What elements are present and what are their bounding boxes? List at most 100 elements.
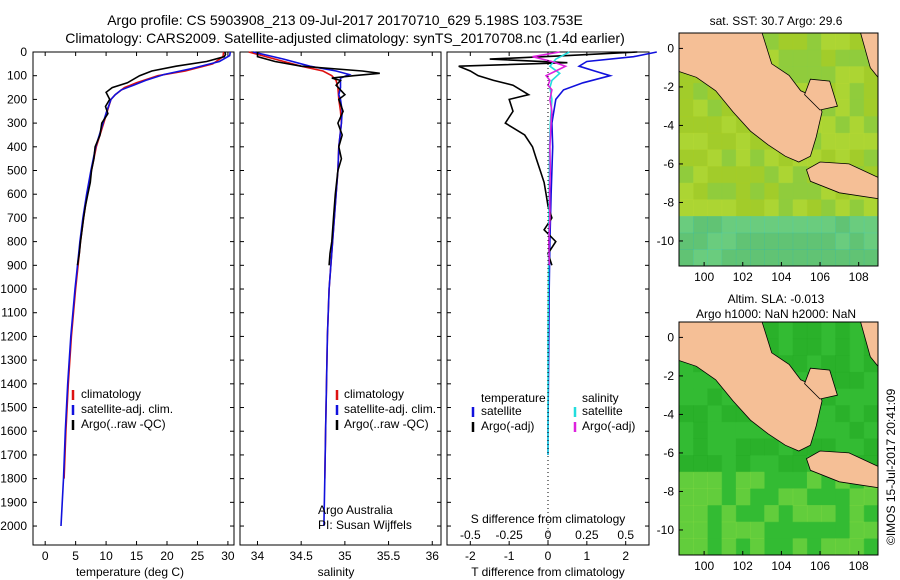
heatmap-cell <box>778 338 794 356</box>
s-tick-label: 0.5 <box>617 528 634 542</box>
x-tick-label: 108 <box>849 270 869 284</box>
heatmap-cell <box>764 455 779 473</box>
heatmap-cell <box>792 471 808 489</box>
heatmap-cell <box>693 149 708 167</box>
heatmap-cell <box>821 355 836 373</box>
heatmap-cell <box>693 216 708 234</box>
legend-label: Argo(..raw -QC) <box>81 417 166 431</box>
y-tick-label: 1800 <box>0 472 27 486</box>
legend-label: Argo(-adj) <box>481 419 534 433</box>
heatmap-cell <box>849 132 865 150</box>
y-tick-label: -4 <box>663 407 674 421</box>
s-tick-label: 0.25 <box>575 528 599 542</box>
land-sumatra <box>678 321 823 452</box>
series-line-argo-raw-qc- <box>256 52 380 266</box>
x-tick-label: -1 <box>504 549 515 563</box>
heatmap-cell <box>721 471 737 489</box>
land-bangka <box>804 78 838 111</box>
heatmap-cell <box>693 521 708 539</box>
heatmap-cell <box>679 388 694 406</box>
heatmap-cell <box>693 249 708 267</box>
heatmap-cell <box>792 538 808 556</box>
heatmap-cell <box>721 405 737 423</box>
heatmap-cell <box>778 199 794 217</box>
heatmap-cell <box>835 322 851 340</box>
x-tick-label: 106 <box>810 270 830 284</box>
heatmap-cell <box>835 538 851 556</box>
x-tick-label: -2 <box>465 549 476 563</box>
plot-frame <box>32 51 235 546</box>
heatmap-cell <box>835 355 851 373</box>
heatmap-cell <box>806 471 822 489</box>
y-tick-label: 1000 <box>0 282 27 296</box>
temperature-panel: 0 5 10 15 20 25 300100200300400500600700800900… <box>0 45 235 563</box>
heatmap-cell <box>693 99 708 117</box>
heatmap-cell <box>721 505 737 523</box>
salinity-panel: 34 34.5 35 35.5 36 climatologysatellite-adj. … <box>239 51 442 563</box>
heatmap-cell <box>835 505 851 523</box>
heatmap-cell <box>707 216 723 234</box>
heatmap-cell <box>707 488 723 506</box>
y-tick-label: 800 <box>7 235 27 249</box>
heatmap-cell <box>821 421 836 439</box>
heatmap-cell <box>821 49 836 67</box>
heatmap-cell <box>835 371 851 390</box>
heatmap-cell <box>750 199 765 217</box>
y-tick-label: 700 <box>7 211 27 225</box>
heatmap-cell <box>835 149 851 167</box>
heatmap-cell <box>792 199 808 217</box>
argo-australia-text: Argo Australia <box>318 503 393 517</box>
heatmap-cell <box>835 388 851 406</box>
heatmap-cell <box>707 249 723 267</box>
heatmap-cell <box>679 99 694 117</box>
legend-label: Argo(-adj) <box>582 419 635 433</box>
heatmap-cell <box>735 538 751 556</box>
heatmap-cell <box>849 249 865 267</box>
heatmap-cell <box>778 232 794 250</box>
heatmap-cell <box>863 405 879 423</box>
heatmap-cell <box>821 249 836 267</box>
heatmap-cell <box>778 488 794 506</box>
heatmap-cell <box>821 521 836 539</box>
heatmap-cell <box>735 216 751 234</box>
sla-map-panel: 100 102 104 106 108 0 -2 -4 -6 -8 -10 <box>657 321 879 573</box>
heatmap-cell <box>792 488 808 506</box>
heatmap-cell <box>764 505 779 523</box>
x-tick-label: 34.5 <box>289 549 313 563</box>
y-tick-label: 500 <box>7 164 27 178</box>
heatmap-cell <box>735 505 751 523</box>
heatmap-cell <box>750 471 765 489</box>
heatmap-cell <box>679 471 694 489</box>
heatmap-cell <box>707 388 723 406</box>
heatmap-cell <box>679 455 694 473</box>
legend-label: satellite-adj. clim. <box>344 402 436 416</box>
heatmap-cell <box>693 455 708 473</box>
y-tick-label: 1700 <box>0 448 27 462</box>
heatmap-cell <box>707 538 723 556</box>
heatmap-cell <box>707 405 723 423</box>
x-tick-label: 35 <box>338 549 352 563</box>
heatmap-cell <box>679 421 694 439</box>
heatmap-cell <box>721 249 737 267</box>
heatmap-cell <box>679 505 694 523</box>
heatmap-cell <box>721 116 737 134</box>
heatmap-cell <box>707 521 723 539</box>
heatmap-cell <box>750 505 765 523</box>
heatmap-cell <box>778 249 794 267</box>
x-tick-label: 108 <box>849 559 869 573</box>
x-tick-label: 104 <box>771 559 791 573</box>
heatmap-cell <box>778 538 794 556</box>
heatmap-cell <box>806 249 822 267</box>
series-line-t-argo-adj- <box>458 51 638 266</box>
heatmap-cell <box>806 521 822 539</box>
heatmap-cell <box>679 116 694 134</box>
heatmap-cell <box>778 49 794 67</box>
x-tick-label: 100 <box>694 559 714 573</box>
heatmap-cell <box>764 471 779 489</box>
y-tick-label: 0 <box>20 45 27 59</box>
x-tick-label: 102 <box>733 559 753 573</box>
plot-frame <box>239 51 442 546</box>
y-tick-label: 0 <box>667 330 674 344</box>
heatmap-cell <box>693 182 708 200</box>
